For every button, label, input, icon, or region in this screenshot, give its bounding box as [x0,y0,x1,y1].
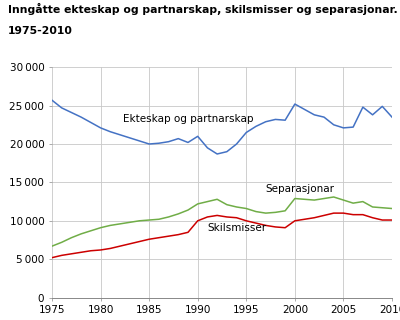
Text: 1975-2010: 1975-2010 [8,26,73,36]
Text: Ekteskap og partnarskap: Ekteskap og partnarskap [123,115,253,124]
Text: Skilsmisser: Skilsmisser [208,223,266,233]
Text: Inngåtte ekteskap og partnarskap, skilsmisser og separasjonar.: Inngåtte ekteskap og partnarskap, skilsm… [8,3,398,15]
Text: Separasjonar: Separasjonar [266,184,335,194]
